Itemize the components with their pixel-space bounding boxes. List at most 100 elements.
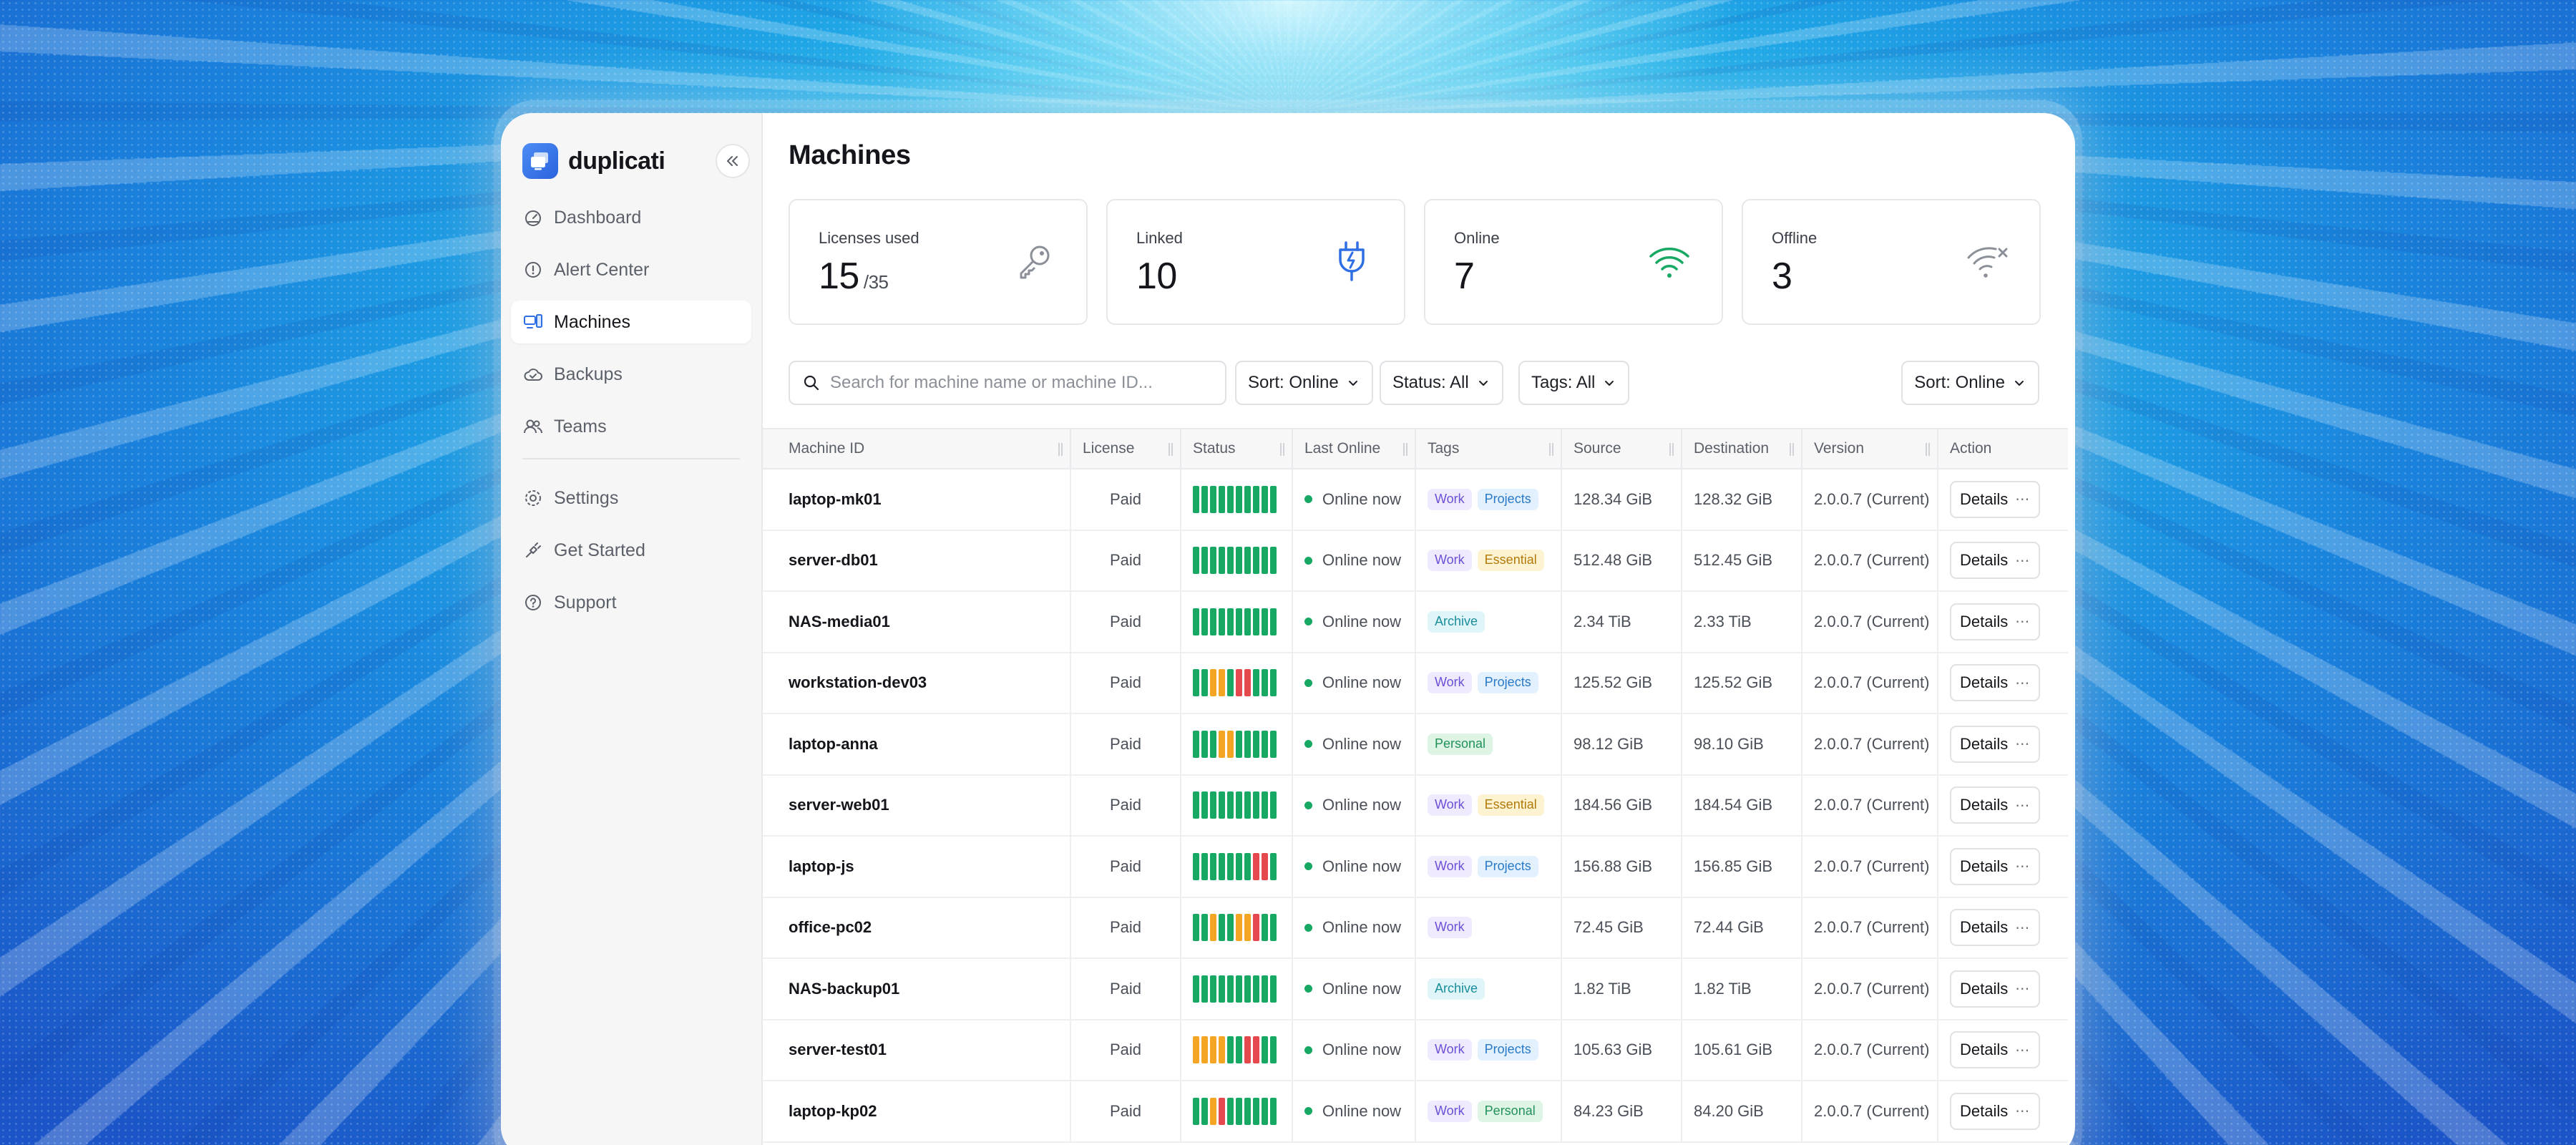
column-header[interactable]: Last Online [1292,428,1416,469]
column-header[interactable]: Status [1181,428,1293,469]
source-size-cell: 1.82 TiB [1561,958,1682,1020]
details-button[interactable]: Details ⋯ [1950,847,2041,885]
last-online-text: Online now [1322,1041,1402,1059]
tag-badge[interactable]: Work [1428,794,1472,817]
table-row[interactable]: workstation-dev03 Paid Online now Work Proje… [763,652,2068,714]
more-options-icon[interactable]: ⋯ [2015,859,2031,875]
more-options-icon[interactable]: ⋯ [2015,920,2031,936]
tag-badge[interactable]: Personal [1428,733,1493,755]
status-bar [1236,608,1242,635]
column-header[interactable]: Destination [1682,428,1802,469]
tag-badge[interactable]: Work [1428,917,1472,939]
more-options-icon[interactable]: ⋯ [2015,797,2031,814]
column-resize-handle[interactable] [1926,443,1930,456]
tag-badge[interactable]: Work [1428,1100,1472,1122]
table-row[interactable]: server-test01 Paid Online now Work Projects 1… [763,1019,2068,1081]
sidebar-item-alert-center[interactable]: Alert Center [511,248,751,291]
sidebar-item-teams[interactable]: Teams [511,405,751,448]
tag-badge[interactable]: Essential [1477,794,1544,817]
status-filter-dropdown[interactable]: Status: All [1380,361,1503,405]
column-header[interactable]: License [1070,428,1181,469]
sidebar-item-label: Machines [554,311,630,332]
sidebar-item-settings[interactable]: Settings [511,477,751,520]
tag-badge[interactable]: Work [1428,488,1472,510]
tag-badge[interactable]: Archive [1428,610,1485,633]
tag-badge[interactable]: Work [1428,672,1472,694]
status-bar [1193,730,1199,758]
column-header[interactable]: Source [1561,428,1682,469]
tag-badge[interactable]: Archive [1428,978,1485,1000]
column-resize-handle[interactable] [1403,443,1407,456]
column-resize-handle[interactable] [1549,443,1553,456]
collapse-sidebar-button[interactable] [716,144,750,178]
column-resize-handle[interactable] [1058,443,1063,456]
more-options-icon[interactable]: ⋯ [2015,614,2031,630]
tag-badge[interactable]: Essential [1477,550,1544,572]
tag-badge[interactable]: Projects [1477,488,1538,510]
tag-badge[interactable]: Work [1428,855,1472,877]
sidebar-item-machines[interactable]: Machines [511,301,751,344]
last-online-text: Online now [1322,734,1402,753]
license-cell: Paid [1070,713,1181,776]
sort-dropdown[interactable]: Sort: Online [1235,361,1373,405]
details-button[interactable]: Details ⋯ [1950,725,2041,763]
details-button[interactable]: Details ⋯ [1950,909,2041,947]
search-input[interactable] [830,373,1216,393]
more-options-icon[interactable]: ⋯ [2015,981,2031,998]
tag-badge[interactable]: Work [1428,550,1472,572]
tag-badge[interactable]: Projects [1477,1039,1538,1061]
gauge-icon [522,207,544,228]
column-resize-handle[interactable] [1669,443,1674,456]
more-options-icon[interactable]: ⋯ [2015,1103,2031,1120]
stat-number: 3 [1772,255,1792,297]
more-options-icon[interactable]: ⋯ [2015,1042,2031,1058]
sidebar-item-backups[interactable]: Backups [511,353,751,396]
status-bar [1262,852,1268,880]
table-row[interactable]: laptop-mk01 Paid Online now Work Projects 128… [763,469,2068,531]
table-row[interactable]: laptop-anna Paid Online now Personal 98.12 G… [763,713,2068,776]
column-resize-handle[interactable] [1280,443,1284,456]
sort-right-dropdown[interactable]: Sort: Online [1901,361,2039,405]
details-button[interactable]: Details ⋯ [1950,1031,2041,1069]
table-row[interactable]: laptop-js Paid Online now Work Projects 156.8… [763,836,2068,898]
table-row[interactable]: server-web01 Paid Online now Work Essential 1… [763,774,2068,837]
tag-badge[interactable]: Work [1428,1039,1472,1061]
details-button[interactable]: Details ⋯ [1950,786,2041,824]
more-options-icon[interactable]: ⋯ [2015,736,2031,753]
tag-badge[interactable]: Projects [1477,672,1538,694]
status-bar [1236,1097,1242,1125]
last-online-cell: Online now [1292,652,1416,714]
table-row[interactable]: server-db01 Paid Online now Work Essential 51… [763,530,2068,592]
tag-badge[interactable]: Projects [1477,855,1538,877]
details-button[interactable]: Details ⋯ [1950,603,2041,640]
sidebar-item-dashboard[interactable]: Dashboard [511,196,751,239]
details-button[interactable]: Details ⋯ [1950,970,2041,1008]
column-resize-handle[interactable] [1790,443,1794,456]
license-cell: Paid [1070,774,1181,837]
sidebar-item-support[interactable]: Support [511,581,751,624]
table-row[interactable]: NAS-media01 Paid Online now Archive 2.34 TiB… [763,591,2068,653]
table-row[interactable]: office-pc02 Paid Online now Work 72.45 GiB 72… [763,897,2068,959]
column-header[interactable]: Machine ID [763,428,1071,469]
details-button[interactable]: Details ⋯ [1950,542,2041,580]
destination-size-cell: 125.52 GiB [1682,652,1802,714]
sidebar-item-get-started[interactable]: Get Started [511,529,751,572]
column-header[interactable]: Tags [1415,428,1562,469]
search-box[interactable] [789,361,1226,405]
column-header[interactable]: Action [1938,428,2068,469]
details-button[interactable]: Details ⋯ [1950,480,2041,518]
tags-filter-dropdown[interactable]: Tags: All [1518,361,1630,405]
more-options-icon[interactable]: ⋯ [2015,492,2031,508]
table-row[interactable]: laptop-kp02 Paid Online now Work Personal 84.… [763,1081,2068,1143]
column-resize-handle[interactable] [1169,443,1173,456]
details-button[interactable]: Details ⋯ [1950,1092,2041,1130]
tag-badge[interactable]: Personal [1477,1100,1543,1122]
table-row[interactable]: NAS-backup01 Paid Online now Archive 1.82 Ti… [763,958,2068,1020]
sort-dropdown-label: Sort: Online [1248,373,1339,392]
details-button[interactable]: Details ⋯ [1950,664,2041,702]
column-header[interactable]: Version [1802,428,1938,469]
more-options-icon[interactable]: ⋯ [2015,675,2031,691]
column-header-label: Status [1193,440,1236,457]
status-history-bars [1193,485,1291,513]
more-options-icon[interactable]: ⋯ [2015,552,2031,569]
